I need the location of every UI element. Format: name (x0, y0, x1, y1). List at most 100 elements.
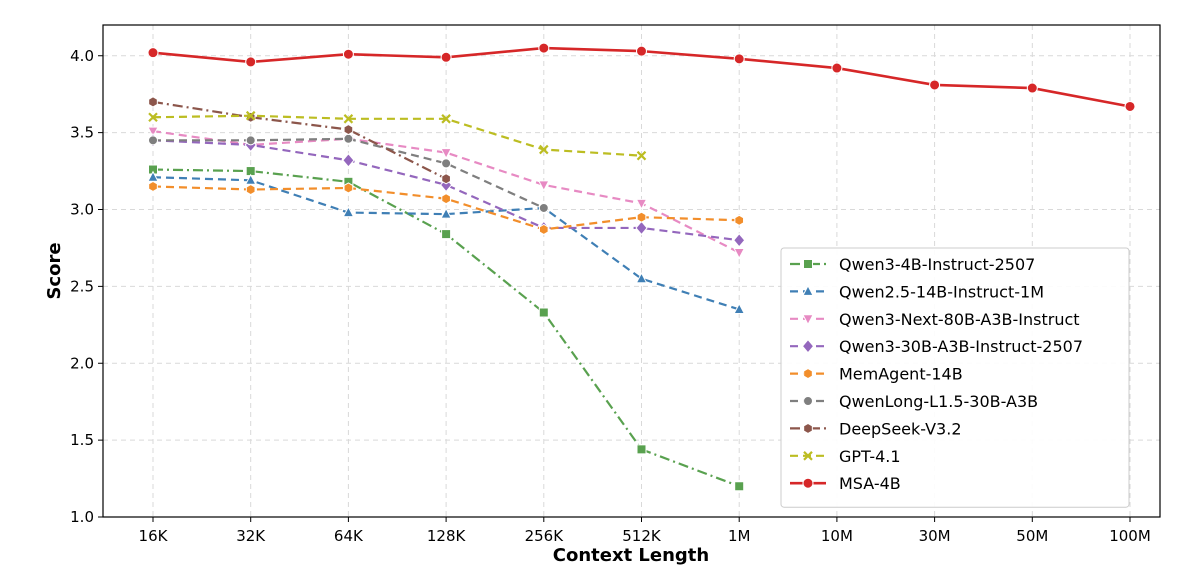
data-point (929, 79, 941, 91)
data-point (148, 112, 158, 123)
data-point (635, 272, 648, 284)
legend-label: MSA-4B (839, 474, 901, 493)
axes: 16K 32K 64K 128K 256K 512K 1M 10M 30M 50M 100M 1.0 1… (70, 24, 1161, 545)
legend-label: MemAgent-14B (839, 365, 963, 384)
data-point (147, 126, 159, 138)
x-tick-label: 256K (525, 527, 565, 545)
x-tick-label: 10M (821, 527, 853, 545)
y-tick-label: 4.0 (70, 47, 94, 65)
data-point (440, 51, 452, 63)
data-point (343, 133, 354, 144)
data-point (733, 232, 746, 248)
x-tick-label: 50M (1016, 527, 1048, 545)
series-memagent-14b (148, 180, 745, 236)
legend-marker (802, 314, 814, 326)
x-tick-label: 100M (1109, 527, 1151, 545)
legend-item: MemAgent-14B (790, 365, 963, 384)
data-point (635, 220, 648, 236)
data-point (636, 45, 647, 57)
legend-item: Qwen2.5-14B-Instruct-1M (790, 282, 1044, 301)
data-point (342, 48, 354, 60)
legend-box (780, 247, 1130, 508)
legend-item: Qwen3-30B-A3B-Instruct-2507 (790, 337, 1083, 356)
data-point (440, 207, 452, 219)
data-point (245, 135, 256, 146)
data-point (636, 150, 647, 161)
legend: Qwen3-4B-Instruct-2507 Qwen2.5-14B-Instru… (780, 247, 1130, 508)
data-point (734, 214, 745, 226)
legend-item: GPT-4.1 (790, 447, 901, 466)
y-tick-label: 1.0 (70, 508, 94, 526)
legend-label: Qwen2.5-14B-Instruct-1M (839, 282, 1044, 301)
series-line (152, 100, 447, 180)
legend-label: GPT-4.1 (839, 447, 901, 466)
legend-label: Qwen3-4B-Instruct-2507 (839, 255, 1035, 274)
data-point (441, 193, 451, 205)
series-line (152, 114, 642, 157)
data-point (538, 202, 549, 213)
data-point (635, 198, 648, 210)
data-point (245, 183, 256, 196)
series-msa-4b (147, 42, 1136, 112)
data-point (440, 148, 452, 160)
data-point (148, 96, 158, 108)
data-point (245, 110, 256, 121)
data-point (539, 144, 549, 155)
legend-label: Qwen3-Next-80B-A3B-Instruct (839, 310, 1080, 329)
y-axis-title: Score (44, 242, 65, 299)
data-point (342, 206, 355, 218)
data-point (147, 47, 159, 59)
data-point (343, 182, 354, 194)
legend-label: DeepSeek-V3.2 (839, 419, 962, 438)
x-tick-label: 64K (334, 527, 364, 545)
legend-marker (803, 368, 813, 380)
data-point (636, 444, 647, 455)
data-point (342, 153, 355, 168)
series-qwen3-4b-instruct-2507 (148, 164, 745, 492)
y-tick-label: 2.0 (70, 354, 94, 372)
series-qwenlong-l1-5-30b-a3b (148, 133, 549, 213)
data-point (343, 123, 354, 136)
y-tick-label: 2.5 (70, 277, 94, 295)
legend-item: QwenLong-L1.5-30B-A3B (790, 392, 1038, 411)
data-point (148, 180, 158, 193)
x-tick-label: 16K (139, 527, 169, 545)
y-tick-label: 3.5 (70, 124, 94, 142)
data-point (441, 229, 452, 240)
legend-marker (802, 477, 814, 489)
series-deepseek-v3-2 (148, 96, 451, 185)
data-point (537, 180, 550, 192)
x-tick-label: 1M (728, 527, 751, 545)
legend-marker (802, 284, 814, 296)
legend-marker (803, 451, 813, 461)
legend-label: Qwen3-30B-A3B-Instruct-2507 (839, 337, 1083, 356)
data-point (1026, 82, 1038, 94)
legend-item: DeepSeek-V3.2 (790, 419, 962, 438)
data-point (538, 223, 549, 236)
data-point (538, 42, 550, 54)
legend-marker (803, 396, 813, 406)
data-point (1124, 100, 1136, 112)
data-point (245, 56, 257, 68)
legend-item: MSA-4B (790, 474, 901, 493)
data-point (538, 307, 549, 318)
data-point (441, 158, 452, 169)
data-point (733, 248, 746, 260)
x-tick-label: 32K (236, 527, 266, 545)
legend-marker (803, 422, 813, 434)
data-point (734, 481, 745, 492)
x-axis-title: Context Length (553, 545, 709, 566)
y-tick-label: 3.0 (70, 201, 94, 219)
data-point (441, 173, 451, 185)
legend-label: QwenLong-L1.5-30B-A3B (839, 392, 1038, 411)
x-tick-label: 128K (427, 527, 467, 545)
data-point (831, 62, 843, 74)
x-tick-label: 30M (919, 527, 951, 545)
series-layer (146, 42, 1136, 492)
y-tick-label: 1.5 (70, 431, 94, 449)
plot-frame (102, 24, 1161, 518)
legend-item: Qwen3-4B-Instruct-2507 (790, 255, 1035, 274)
series-gpt-4-1 (148, 110, 647, 161)
data-point (636, 211, 647, 223)
